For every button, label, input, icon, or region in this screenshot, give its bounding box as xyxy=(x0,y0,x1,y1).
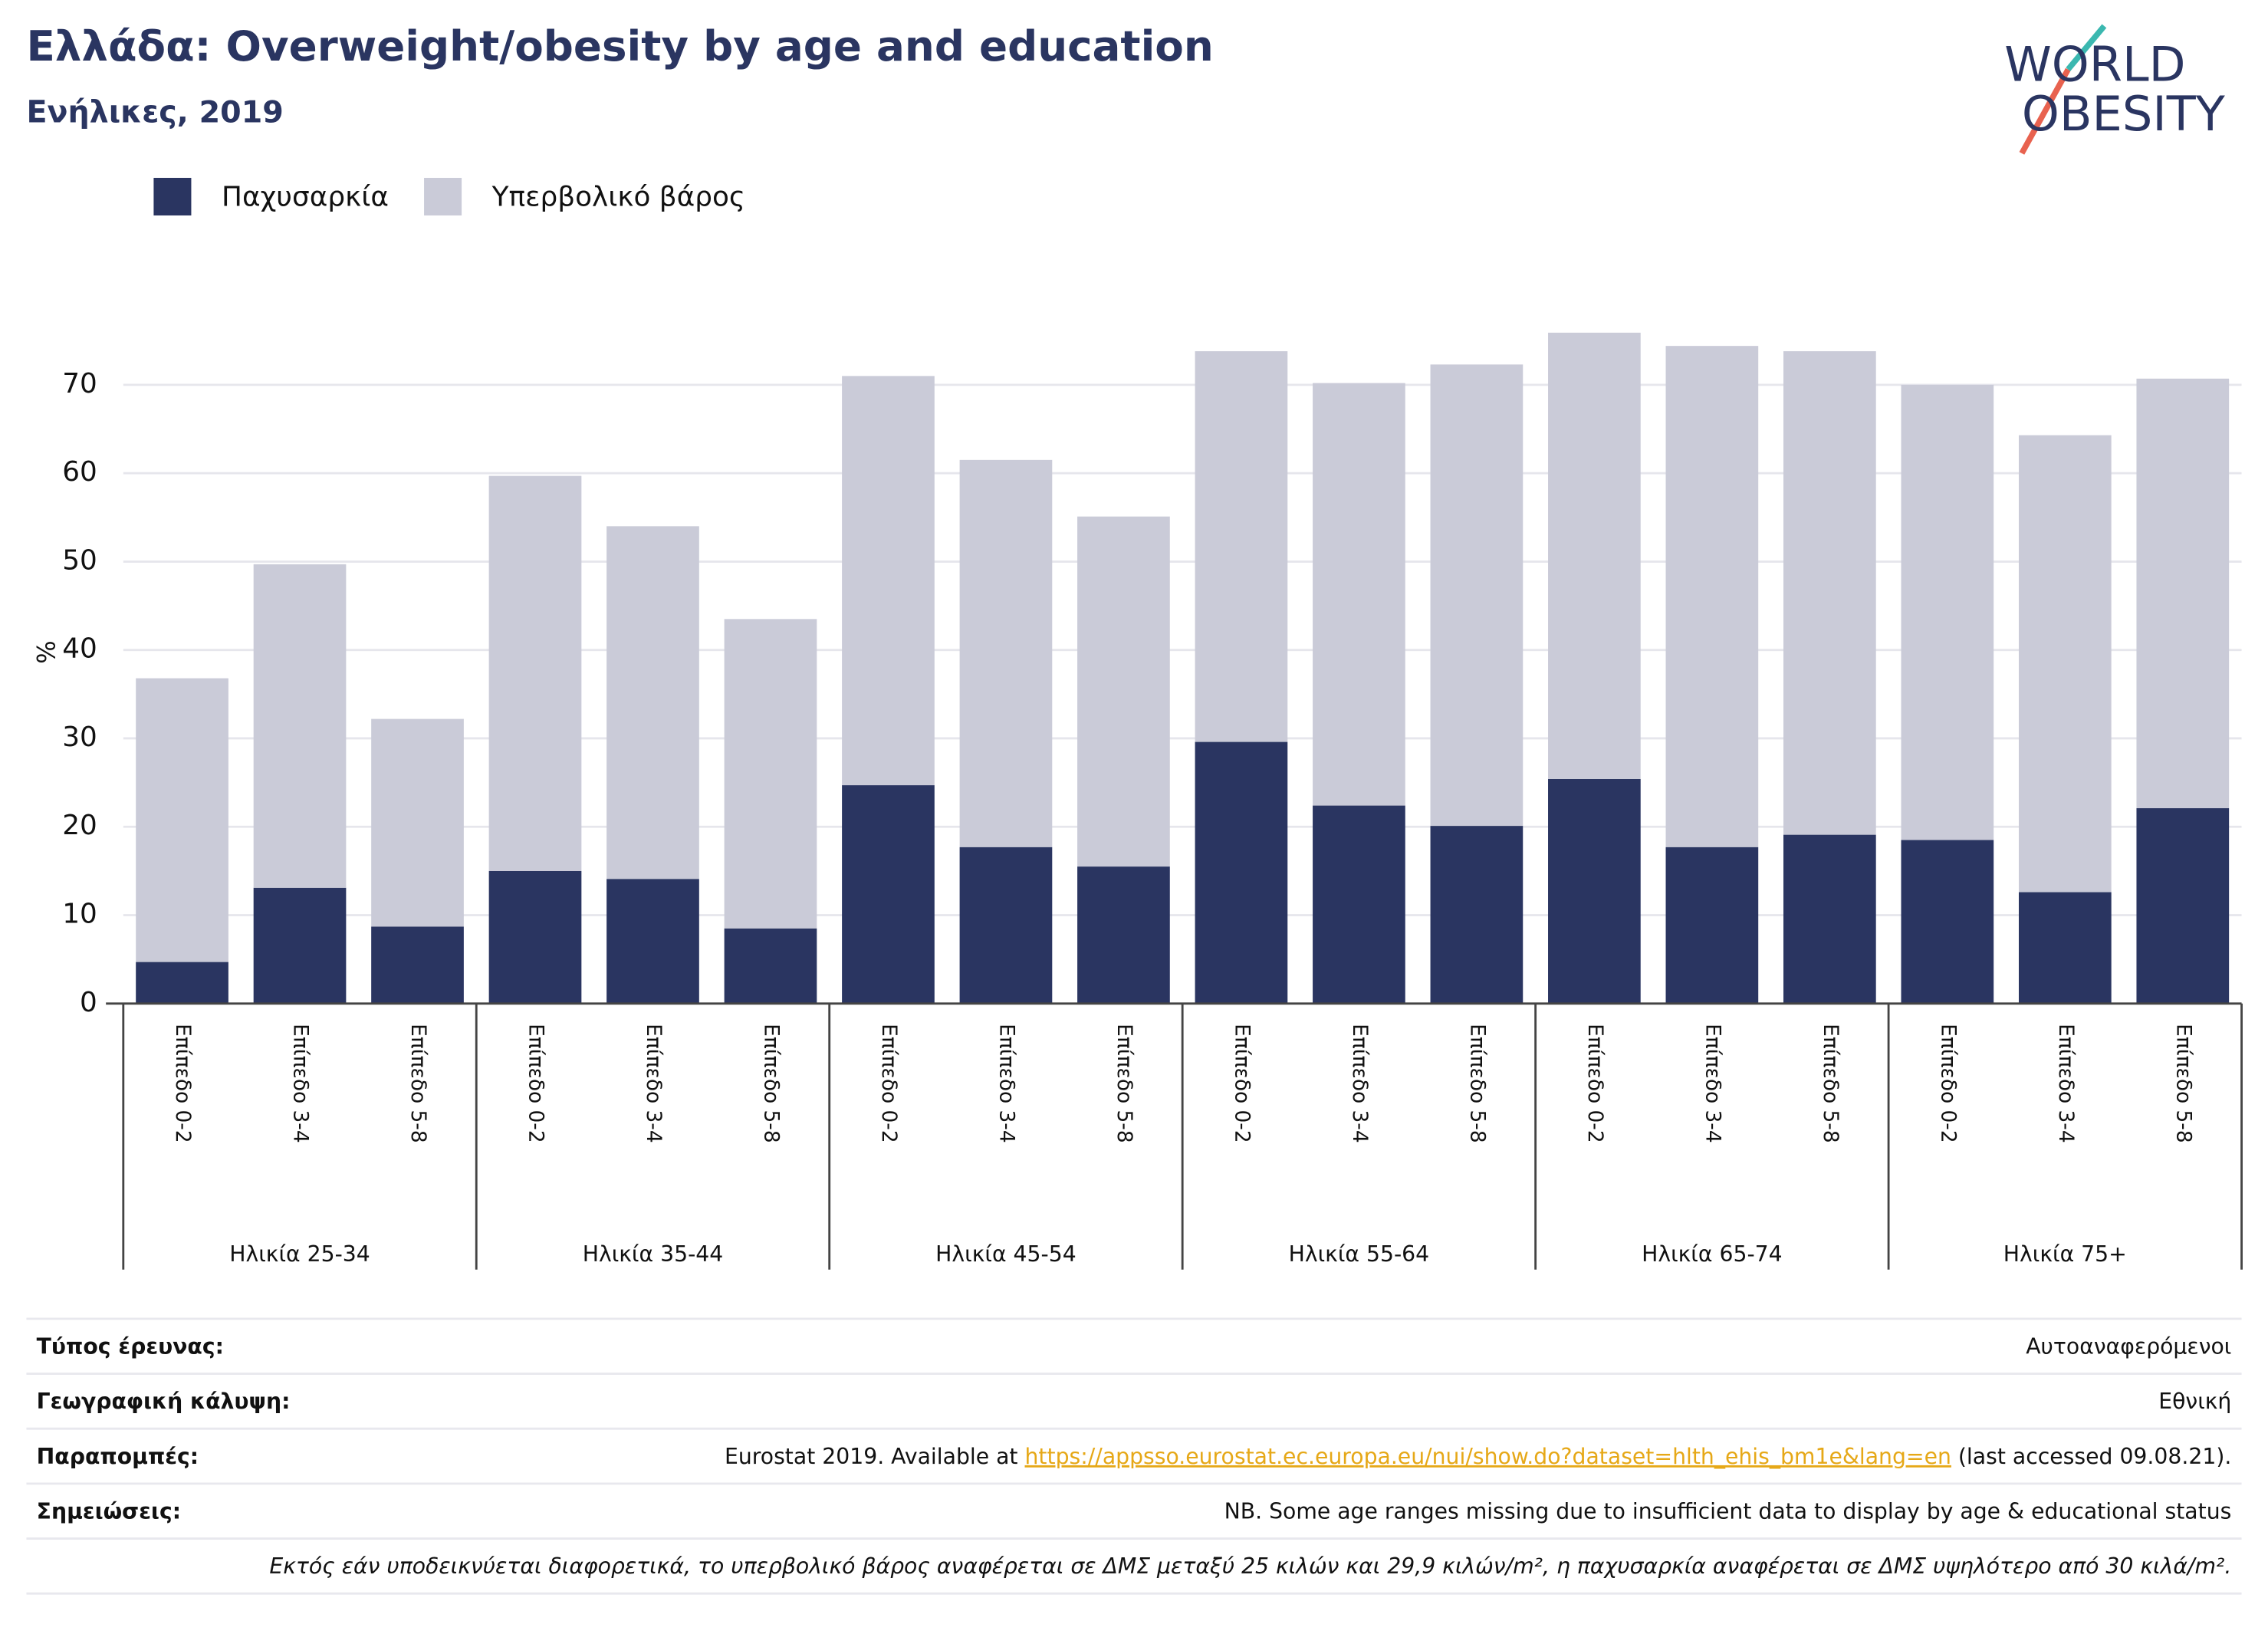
bar-segment xyxy=(1783,351,1876,835)
bar-segment xyxy=(371,718,464,927)
bar-segment xyxy=(959,459,1053,847)
bar-segment xyxy=(488,475,582,871)
group-label: Ηλικία 45-54 xyxy=(935,1241,1076,1267)
group-label: Ηλικία 55-64 xyxy=(1289,1241,1430,1267)
bar-segment xyxy=(1313,383,1405,806)
x-tick-label: Επίπεδο 3-4 xyxy=(2054,1024,2078,1142)
group-label: Ηλικία 75+ xyxy=(2003,1241,2127,1267)
row-value: NB. Some age ranges missing due to insuf… xyxy=(1224,1499,2232,1524)
bar-segment xyxy=(1077,516,1170,867)
bar-segment xyxy=(842,785,935,1004)
bar-segment xyxy=(1901,840,1994,1004)
bar-segment xyxy=(1077,866,1170,1004)
bar-segment xyxy=(1665,346,1759,847)
y-tick-label: 20 xyxy=(62,810,97,841)
logo-text: WORLD xyxy=(2004,37,2185,93)
x-tick-label: Επίπεδο 5-8 xyxy=(759,1024,783,1142)
y-tick-label: 0 xyxy=(80,987,97,1018)
logo-slash xyxy=(2066,24,2107,71)
y-tick-label: 60 xyxy=(62,456,97,488)
bar-segment xyxy=(724,928,817,1004)
y-axis-label: % xyxy=(32,640,61,663)
bar-segment xyxy=(136,678,228,962)
bar-segment xyxy=(1195,351,1288,742)
bar-segment xyxy=(959,847,1053,1004)
reference-text: (last accessed 09.08.21). xyxy=(1951,1444,2231,1469)
reference-link: https://appsso.eurostat.ec.europa.eu/nui… xyxy=(1025,1444,1951,1469)
row-label: Σημειώσεις: xyxy=(37,1499,181,1524)
row-label: Παραπομπές: xyxy=(37,1444,199,1469)
x-tick-label: Επίπεδο 5-8 xyxy=(1113,1024,1136,1142)
x-tick-label: Επίπεδο 0-2 xyxy=(1230,1024,1254,1142)
row-value: Αυτοαναφερόμενοι xyxy=(2026,1334,2231,1359)
chart-title: Ελλάδα: Overweight/obesity by age and ed… xyxy=(26,21,1213,71)
legend-label: Παχυσαρκία xyxy=(222,181,389,212)
y-tick-label: 10 xyxy=(62,899,97,930)
bar-segment xyxy=(724,619,817,929)
x-tick-label: Επίπεδο 3-4 xyxy=(994,1024,1018,1142)
legend-label: Υπερβολικό βάρος xyxy=(491,181,745,212)
x-tick-label: Επίπεδο 5-8 xyxy=(1819,1024,1842,1142)
y-tick-label: 40 xyxy=(62,633,97,665)
y-tick-label: 70 xyxy=(62,368,97,399)
legend-swatch xyxy=(424,177,462,215)
group-label: Ηλικία 35-44 xyxy=(583,1241,724,1267)
bar-segment xyxy=(2136,808,2230,1004)
x-tick-label: Επίπεδο 3-4 xyxy=(1348,1024,1372,1142)
bar-segment xyxy=(1195,741,1288,1004)
y-tick-label: 30 xyxy=(62,722,97,753)
group-label: Ηλικία 25-34 xyxy=(229,1241,370,1267)
bar-segment xyxy=(2136,378,2230,809)
bar-segment xyxy=(253,564,347,888)
x-tick-label: Επίπεδο 0-2 xyxy=(1583,1024,1607,1142)
bar-segment xyxy=(1313,805,1405,1004)
bar-segment xyxy=(1548,778,1641,1004)
bar-segment xyxy=(1548,332,1641,779)
x-tick-label: Επίπεδο 0-2 xyxy=(171,1024,195,1142)
row-label: Τύπος έρευνας: xyxy=(37,1334,224,1359)
row-value: Eurostat 2019. Available at https://apps… xyxy=(725,1444,2231,1469)
logo-slash xyxy=(2019,67,2071,155)
footnote: Εκτός εάν υποδεικνύεται διαφορετικά, το … xyxy=(269,1553,2231,1579)
chart-subtitle: Ενήλικες, 2019 xyxy=(26,94,283,130)
x-tick-label: Επίπεδο 0-2 xyxy=(877,1024,901,1142)
group-label: Ηλικία 65-74 xyxy=(1642,1241,1783,1267)
x-tick-label: Επίπεδο 3-4 xyxy=(642,1024,666,1142)
bar-segment xyxy=(606,526,699,879)
bar-segment xyxy=(2018,892,2112,1004)
bar-segment xyxy=(253,887,347,1004)
legend-swatch xyxy=(153,177,192,215)
bar-segment xyxy=(606,879,699,1004)
x-tick-label: Επίπεδο 0-2 xyxy=(1936,1024,1960,1142)
x-tick-label: Επίπεδο 5-8 xyxy=(2171,1024,2195,1142)
bar-segment xyxy=(842,376,935,786)
logo-text: OBESITY xyxy=(2022,86,2226,142)
row-label: Γεωγραφική κάλυψη: xyxy=(37,1389,291,1414)
bar-segment xyxy=(136,962,228,1004)
bar-segment xyxy=(371,926,464,1004)
bar-segment xyxy=(1901,384,1994,840)
x-tick-label: Επίπεδο 3-4 xyxy=(289,1024,313,1142)
x-tick-label: Επίπεδο 3-4 xyxy=(1701,1024,1724,1142)
y-tick-label: 50 xyxy=(62,544,97,576)
bar-segment xyxy=(2018,435,2112,893)
bar-segment xyxy=(1430,364,1524,827)
x-tick-label: Επίπεδο 5-8 xyxy=(406,1024,430,1142)
x-tick-label: Επίπεδο 0-2 xyxy=(524,1024,548,1142)
bar-segment xyxy=(488,870,582,1004)
reference-text: Eurostat 2019. Available at xyxy=(725,1444,1024,1469)
x-tick-label: Επίπεδο 5-8 xyxy=(1465,1024,1489,1142)
bar-segment xyxy=(1665,847,1759,1004)
bar-segment xyxy=(1783,834,1876,1004)
bar-segment xyxy=(1430,826,1524,1004)
row-value: Εθνική xyxy=(2158,1389,2231,1414)
